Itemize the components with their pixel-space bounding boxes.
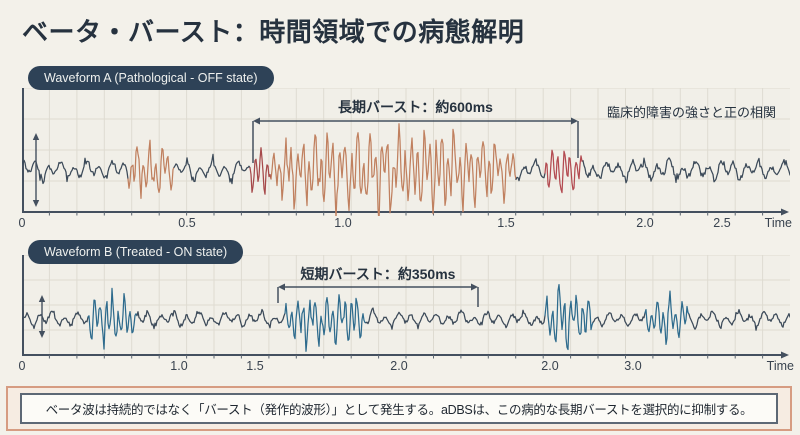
x-axis	[22, 351, 789, 359]
axis-tick-label: 2.0	[541, 359, 559, 373]
amplitude-arrow	[32, 133, 40, 207]
waveform-trace	[22, 283, 790, 352]
waveform-a-burst-annotation: 長期バースト：約600ms	[338, 99, 493, 115]
waveform-a-plot	[22, 88, 790, 216]
axis-tick-label: 3.0	[624, 359, 642, 373]
axis-tick-label: 1.5	[497, 216, 515, 230]
axis-tick-label: 1.0	[170, 359, 188, 373]
axis-time-label: Time	[766, 359, 794, 373]
waveform-a-badge: Waveform A (Pathological - OFF state)	[28, 66, 274, 90]
waveform-a-side-note: 臨床的障害の強さと正の相関	[607, 105, 777, 120]
waveform-a-axis-labels: 0 0.5 1.0 1.5 2.0 2.5 Time	[18, 216, 792, 232]
burst-span-arrow	[278, 283, 478, 291]
waveform-trace	[22, 123, 790, 216]
summary-note-text: ベータ波は持続的ではなく「バースト（発作的波形）」として発生する。aDBSは、こ…	[45, 403, 753, 417]
axis-tick-label: 2.5	[713, 216, 731, 230]
axis-tick-label: 0	[18, 216, 26, 230]
amplitude-arrow	[38, 295, 46, 338]
axis-time-label: Time	[764, 216, 792, 230]
waveform-b-badge: Waveform B (Treated - ON state)	[28, 240, 244, 264]
waveform-b-plot	[22, 255, 790, 359]
waveform-b-axis-labels: 0 1.0 1.5 2.0 2.0 3.0 Time	[18, 359, 794, 375]
waveform-b-burst-annotation: 短期バースト：約350ms	[300, 266, 456, 282]
axis-tick-label: 0.5	[178, 216, 196, 230]
axis-tick-label: 2.0	[390, 359, 408, 373]
grid	[22, 88, 790, 212]
axis-tick-label: 1.5	[246, 359, 264, 373]
burst-span-arrow	[253, 117, 578, 125]
summary-note: ベータ波は持続的ではなく「バースト（発作的波形）」として発生する。aDBSは、こ…	[6, 386, 792, 431]
axis-tick-label: 0	[18, 359, 26, 373]
summary-note-inner: ベータ波は持続的ではなく「バースト（発作的波形）」として発生する。aDBSは、こ…	[20, 393, 778, 424]
axis-tick-label: 1.0	[334, 216, 352, 230]
page-title: ベータ・バースト：時間領域での病態解明	[22, 17, 525, 47]
axis-tick-label: 2.0	[636, 216, 654, 230]
